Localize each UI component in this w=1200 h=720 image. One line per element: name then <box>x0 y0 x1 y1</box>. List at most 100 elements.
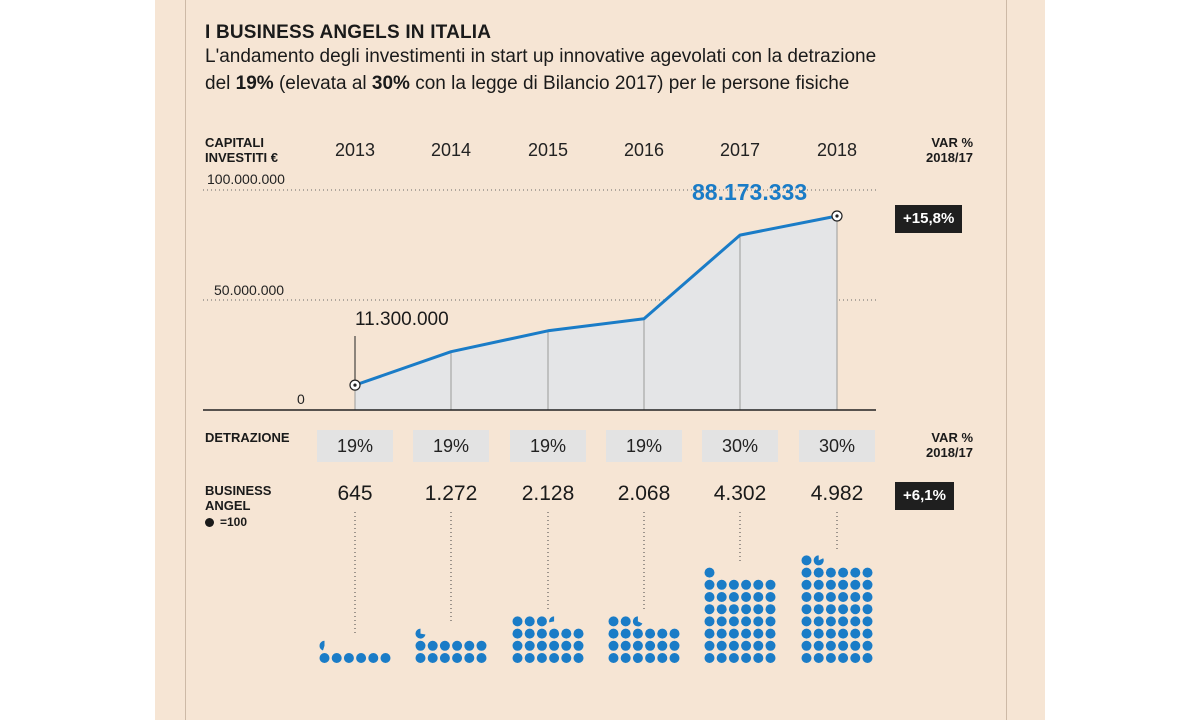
business-angel-dot <box>573 653 584 663</box>
series-line <box>354 214 838 387</box>
business-angel-dot <box>669 640 680 651</box>
business-angel-count: 4.302 <box>713 482 767 505</box>
business-angel-dot <box>452 640 463 651</box>
business-angel-count: 645 <box>337 482 373 505</box>
detrazione-label: DETRAZIONE <box>205 430 290 445</box>
business-angel-dot <box>380 653 391 663</box>
business-angel-dot <box>741 592 752 602</box>
business-angel-dot <box>838 640 849 651</box>
business-angel-dot <box>704 592 715 602</box>
business-angel-dot <box>536 616 547 627</box>
business-angel-dot <box>439 653 450 663</box>
business-angel-dot <box>561 640 572 651</box>
business-angel-dot <box>343 653 354 663</box>
business-angel-dot <box>862 579 873 590</box>
business-angel-dot <box>862 653 873 663</box>
business-angel-dot <box>608 640 619 651</box>
business-angel-dot <box>356 653 367 663</box>
year-label: 2017 <box>719 140 761 160</box>
detrazione-cell: 30% <box>702 430 778 462</box>
business-angel-dot <box>464 653 475 663</box>
business-angel-dot <box>716 592 727 602</box>
business-angel-dot <box>716 604 727 615</box>
business-angel-dot <box>765 592 776 602</box>
business-angel-dot <box>801 579 812 590</box>
business-angel-dot <box>573 640 584 651</box>
year-label: 2014 <box>430 140 472 160</box>
business-angel-partial-dot <box>632 616 643 627</box>
business-angel-dot <box>850 592 861 602</box>
business-angel-dot <box>753 592 764 602</box>
business-angel-dot <box>632 640 643 651</box>
business-angel-dot <box>741 653 752 663</box>
business-angel-count: 4.982 <box>810 482 864 505</box>
chart-subtitle-line2: del 19% (elevata al 30% con la legge di … <box>205 73 850 94</box>
business-angel-dot <box>801 616 812 627</box>
business-angel-dot <box>801 653 812 663</box>
business-angel-dot <box>704 579 715 590</box>
business-angel-dot <box>704 628 715 639</box>
business-angel-dot <box>753 640 764 651</box>
business-angel-dot <box>862 567 873 578</box>
business-angel-dot <box>439 640 450 651</box>
var-label-top: VAR % 2018/17 <box>926 135 973 165</box>
infographic-frame <box>185 0 1007 720</box>
business-angel-dot <box>765 640 776 651</box>
y-tick-label: 50.000.000 <box>214 282 285 298</box>
business-angel-dot <box>825 653 836 663</box>
business-angel-dot <box>669 653 680 663</box>
business-angel-dot <box>728 579 739 590</box>
business-angel-dot <box>825 628 836 639</box>
business-angel-dot <box>476 640 487 651</box>
business-angel-dot <box>716 653 727 663</box>
business-angel-dot <box>850 640 861 651</box>
business-angel-dot <box>728 653 739 663</box>
business-angel-dot <box>415 640 426 651</box>
business-angel-dot <box>741 579 752 590</box>
business-angel-dot <box>801 592 812 602</box>
business-angel-dot <box>561 628 572 639</box>
business-angel-dot <box>620 640 631 651</box>
business-angel-dot <box>704 640 715 651</box>
business-angel-dot <box>765 653 776 663</box>
business-angel-dot <box>561 653 572 663</box>
business-angel-dot <box>669 628 680 639</box>
business-angel-partial-dot <box>319 640 325 651</box>
business-angel-dot <box>838 616 849 627</box>
business-angel-dot <box>620 653 631 663</box>
business-angel-dot <box>753 616 764 627</box>
business-angel-dot <box>331 653 342 663</box>
business-angel-dot <box>549 628 560 639</box>
business-angel-dot <box>813 567 824 578</box>
business-angel-dot <box>512 640 523 651</box>
business-angel-dot <box>753 628 764 639</box>
business-angel-dot <box>825 604 836 615</box>
business-angel-dot <box>765 604 776 615</box>
business-angel-dot <box>838 567 849 578</box>
var-label-bottom: VAR % 2018/17 <box>926 430 973 460</box>
business-angel-dot <box>524 640 535 651</box>
business-angel-dot <box>452 653 463 663</box>
business-angel-dot <box>512 628 523 639</box>
business-angel-partial-dot <box>549 616 555 623</box>
business-angel-count: 2.068 <box>617 482 671 505</box>
business-angel-dot <box>801 628 812 639</box>
endpoint-marker-center <box>835 214 839 218</box>
business-angel-dot <box>524 628 535 639</box>
year-label: 2013 <box>334 140 376 160</box>
business-angel-dot <box>850 567 861 578</box>
business-angel-dot <box>728 616 739 627</box>
business-angel-dot <box>657 640 668 651</box>
business-angel-dot <box>741 616 752 627</box>
business-angel-dot <box>813 653 824 663</box>
detrazione-cell: 19% <box>317 430 393 462</box>
business-angel-dot <box>850 579 861 590</box>
business-angel-dot <box>825 592 836 602</box>
business-angel-dot <box>838 604 849 615</box>
chart-title: I BUSINESS ANGELS IN ITALIA <box>205 22 492 43</box>
business-angel-dot <box>850 653 861 663</box>
business-angel-dot <box>716 616 727 627</box>
business-angel-dot <box>838 592 849 602</box>
business-angel-dot <box>368 653 379 663</box>
